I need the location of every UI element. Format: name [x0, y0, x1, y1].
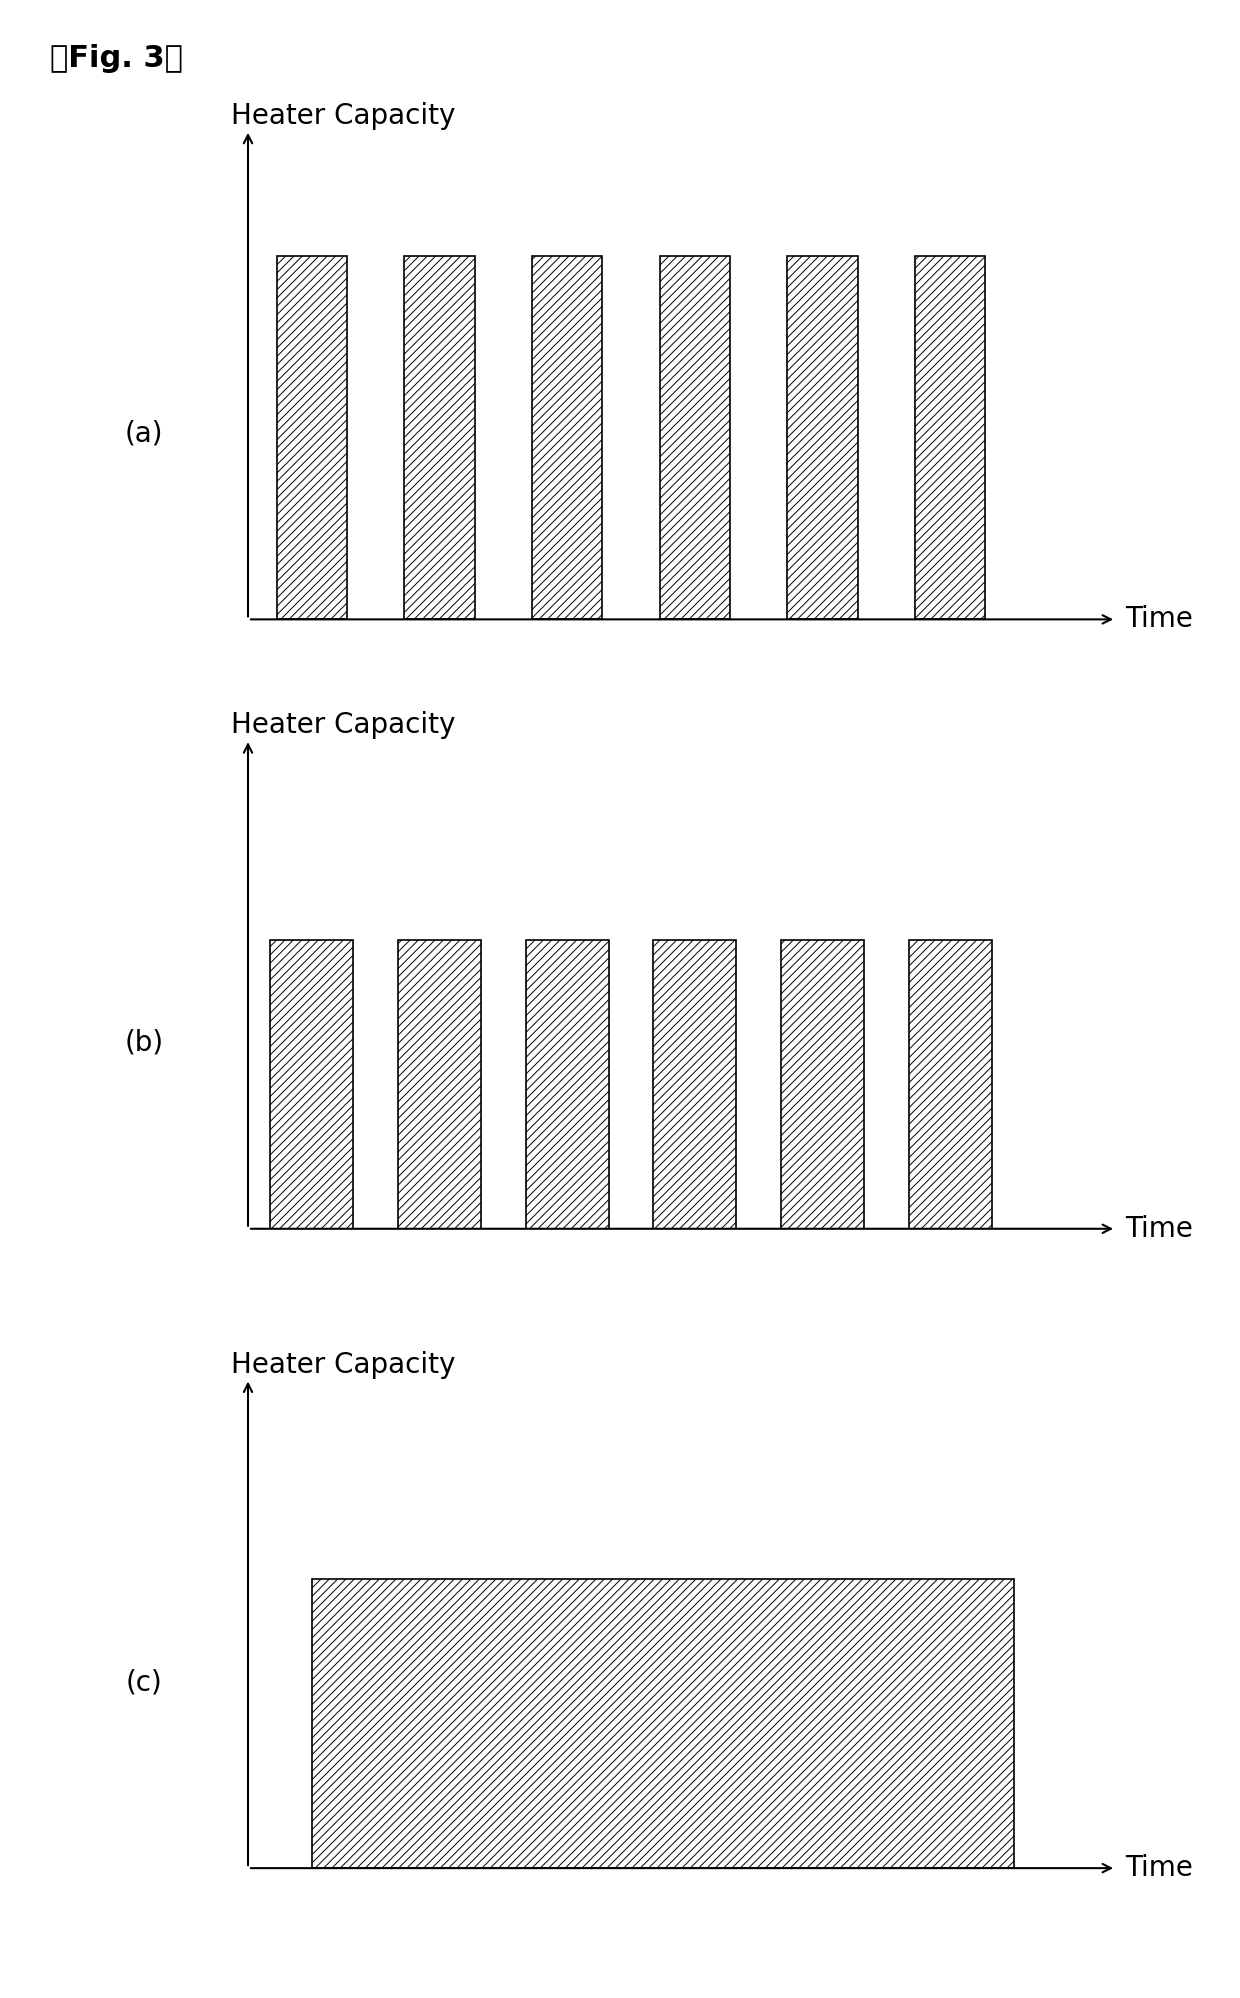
Text: Heater Capacity: Heater Capacity [231, 711, 455, 739]
Text: (a): (a) [124, 420, 164, 448]
Text: Heater Capacity: Heater Capacity [231, 1351, 455, 1379]
Text: Time: Time [1125, 1854, 1193, 1882]
Bar [915, 256, 985, 619]
Bar [398, 939, 481, 1229]
Bar [909, 939, 992, 1229]
Bar [270, 939, 353, 1229]
Text: (b): (b) [124, 1029, 164, 1057]
Text: Time: Time [1125, 1215, 1193, 1243]
Bar [277, 256, 347, 619]
Bar [781, 939, 864, 1229]
Bar [311, 1578, 1014, 1868]
Text: Heater Capacity: Heater Capacity [231, 102, 455, 130]
Bar [787, 256, 858, 619]
Bar [660, 256, 730, 619]
Text: Time: Time [1125, 605, 1193, 633]
Bar [404, 256, 475, 619]
Bar [526, 939, 609, 1229]
Bar [653, 939, 737, 1229]
Text: 【Fig. 3】: 【Fig. 3】 [50, 44, 182, 74]
Bar [532, 256, 603, 619]
Text: (c): (c) [125, 1668, 162, 1696]
